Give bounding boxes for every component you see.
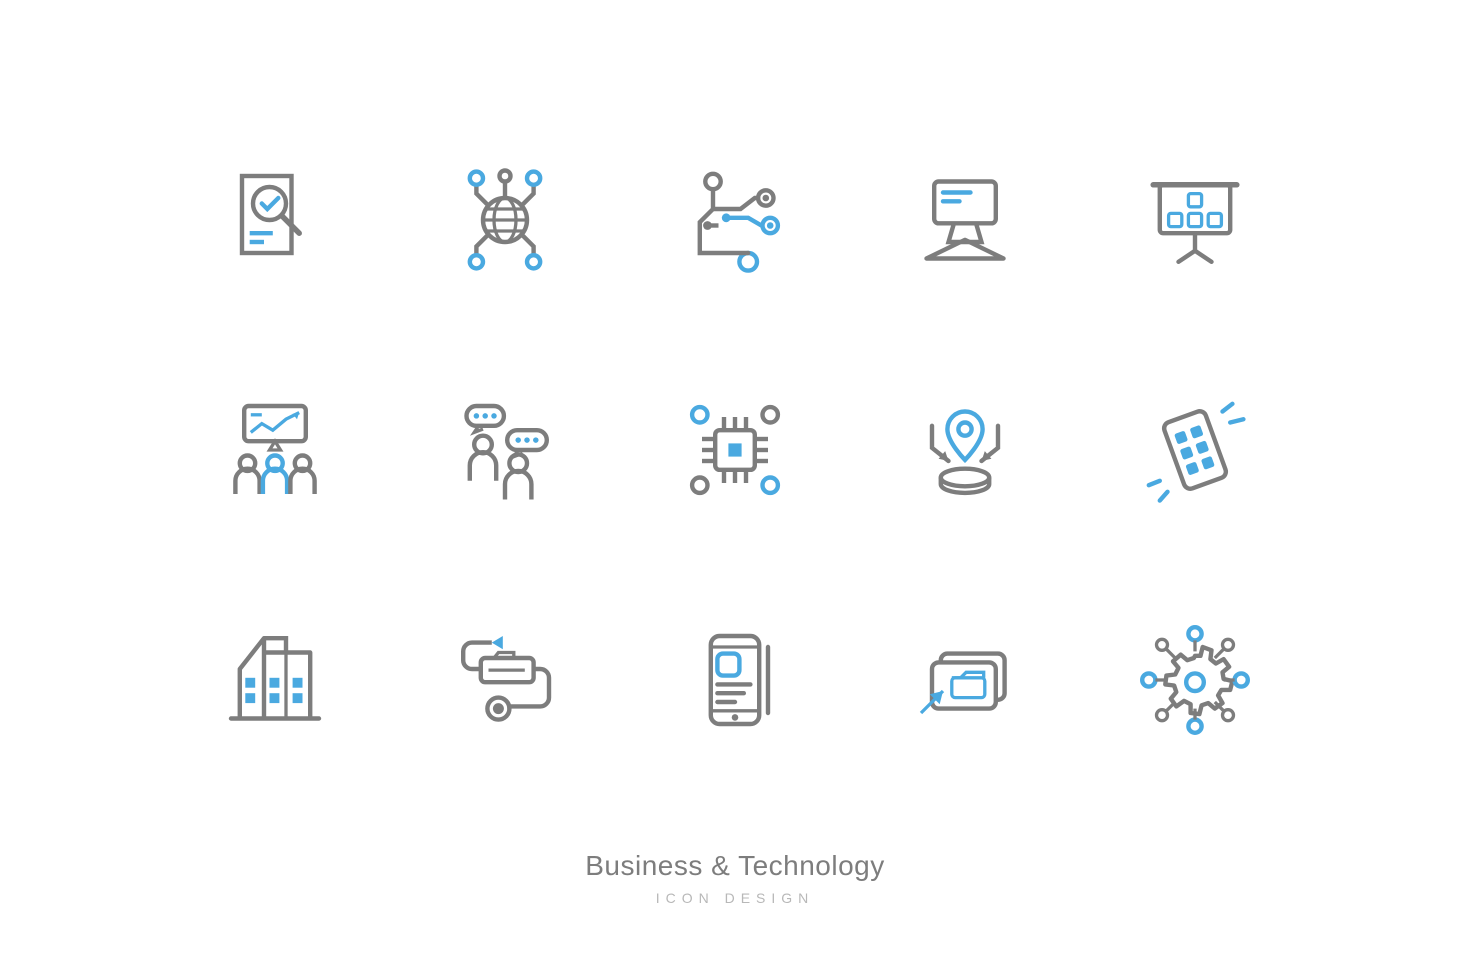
office-building-icon [215,620,335,740]
circuit-branch-icon [675,160,795,280]
folder-click-icon [905,620,1025,740]
cpu-chip-icon [675,390,795,510]
location-platform-icon [905,390,1025,510]
page-subtitle: ICON DESIGN [585,890,885,906]
chat-people-icon [445,390,565,510]
presentation-board-icon [1135,160,1255,280]
workflow-folder-icon [445,620,565,740]
globe-network-icon [445,160,565,280]
desktop-monitor-icon [905,160,1025,280]
team-analytics-icon [215,390,335,510]
smartphone-app-icon [675,620,795,740]
title-block: Business & Technology ICON DESIGN [585,850,885,906]
document-search-check-icon [215,160,335,280]
icon-grid [165,120,1305,780]
mobile-apps-icon [1135,390,1255,510]
page-title: Business & Technology [585,850,885,882]
gear-network-icon [1135,620,1255,740]
